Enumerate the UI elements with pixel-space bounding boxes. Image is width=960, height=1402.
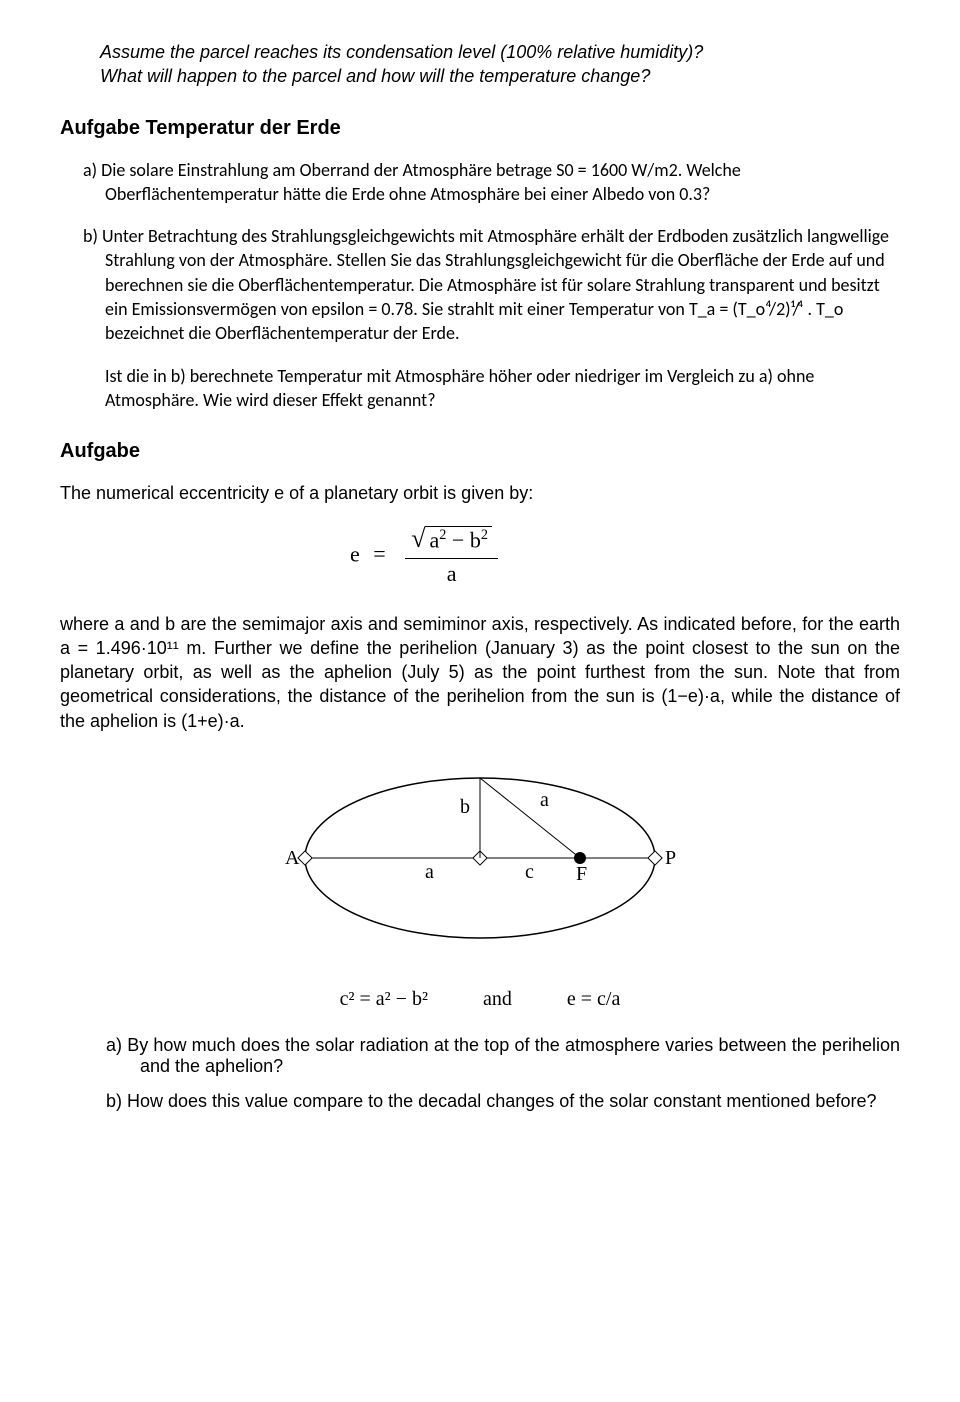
intro-block: Assume the parcel reaches its condensati… bbox=[100, 40, 900, 89]
sqrt-icon: √ bbox=[411, 524, 425, 553]
eq-left: c² = a² − b² bbox=[340, 988, 428, 1010]
ellipse-svg: A P F b a a c bbox=[250, 758, 710, 958]
label-a-bottom: a bbox=[425, 861, 434, 883]
question-a: a) By how much does the solar radiation … bbox=[60, 1035, 900, 1077]
intro-line2: What will happen to the parcel and how w… bbox=[100, 64, 900, 88]
num-a-exp: 2 bbox=[439, 527, 446, 543]
eccentricity-formula: e = √a2 − b2 a bbox=[60, 526, 900, 587]
num-minus: − bbox=[452, 527, 464, 552]
aufgabe2-title: Aufgabe bbox=[60, 440, 900, 463]
aufgabe1-a: a) Die solare Einstrahlung am Oberrand d… bbox=[60, 158, 900, 207]
num-a: a bbox=[429, 527, 439, 552]
label-A: A bbox=[285, 847, 300, 869]
aufgabe2-intro: The numerical eccentricity e of a planet… bbox=[60, 481, 900, 505]
intro-line1: Assume the parcel reaches its condensati… bbox=[100, 40, 900, 64]
question-b: b) How does this value compare to the de… bbox=[60, 1091, 900, 1112]
label-a-top: a bbox=[540, 789, 549, 811]
aufgabe1-title: Aufgabe Temperatur der Erde bbox=[60, 117, 900, 140]
aufgabe1-c: Ist die in b) berechnete Temperatur mit … bbox=[60, 364, 900, 413]
sqrt-body: a2 − b2 bbox=[425, 526, 492, 553]
formula-eq: = bbox=[373, 541, 385, 566]
label-c: c bbox=[525, 861, 534, 883]
ellipse-diagram: A P F b a a c bbox=[60, 758, 900, 963]
label-F: F bbox=[576, 863, 587, 885]
eq-mid: and bbox=[483, 988, 512, 1010]
label-P: P bbox=[665, 847, 676, 869]
formula-numerator: √a2 − b2 bbox=[405, 526, 498, 559]
aufgabe1-b: b) Unter Betrachtung des Strahlungsgleic… bbox=[60, 224, 900, 345]
aufgabe2-body: where a and b are the semimajor axis and… bbox=[60, 612, 900, 733]
label-b: b bbox=[460, 796, 470, 818]
num-b: b bbox=[470, 527, 481, 552]
ellipse-equations: c² = a² − b² and e = c/a bbox=[60, 988, 900, 1011]
formula-e: e bbox=[350, 541, 360, 566]
num-b-exp: 2 bbox=[481, 527, 488, 543]
formula-fraction: √a2 − b2 a bbox=[405, 526, 498, 587]
formula-denominator: a bbox=[405, 559, 498, 587]
eq-right: e = c/a bbox=[567, 988, 620, 1010]
